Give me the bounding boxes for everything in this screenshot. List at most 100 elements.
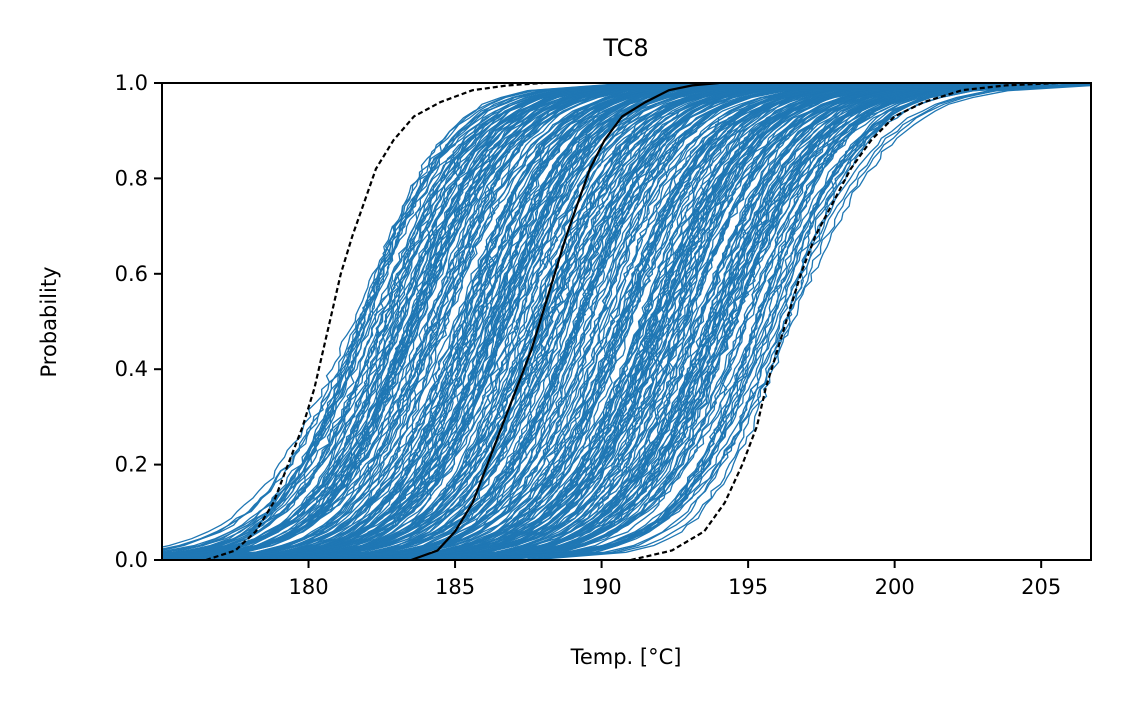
ensemble-curve [336, 83, 968, 560]
ensemble-curve [396, 83, 973, 560]
ensemble-curve [354, 83, 1002, 560]
ensemble-curve [347, 83, 890, 560]
ensemble-curve [441, 83, 1029, 560]
y-tick-label: 0.6 [115, 262, 148, 286]
ensemble-curve [527, 83, 1025, 560]
ensemble-curve [342, 83, 985, 560]
lower-bound-curve [205, 83, 544, 560]
chart-title: TC8 [602, 34, 648, 62]
y-tick-label: 0.8 [115, 166, 148, 190]
central-curve [410, 83, 719, 560]
x-tick-label: 190 [582, 575, 622, 599]
ensemble-curve [162, 83, 695, 557]
ensemble-curve [162, 83, 734, 556]
ensemble-curve [375, 83, 1011, 560]
ensemble-curve [260, 83, 824, 560]
ensemble-curve [165, 83, 701, 560]
ensemble-curve [317, 83, 919, 560]
ensemble-curve [162, 83, 728, 557]
ensemble-curve [396, 83, 1001, 560]
ensemble-curve [256, 83, 793, 560]
ensemble-curve [192, 83, 807, 560]
ensemble-curve [333, 83, 913, 560]
y-tick-label: 0.4 [115, 357, 148, 381]
ensemble-curve [404, 83, 952, 560]
upper-bound-curve [630, 83, 1056, 560]
ensemble-curve [219, 83, 761, 560]
ensemble-curve [408, 83, 1025, 560]
x-tick-label: 195 [728, 575, 768, 599]
ensemble-curve [217, 83, 782, 560]
ensemble-curve [162, 83, 650, 558]
ensemble-curve [341, 83, 979, 560]
ensemble-curve [402, 83, 907, 560]
ensemble-curve [202, 83, 764, 560]
ensemble-curve [412, 83, 1027, 560]
ensemble-curve [162, 83, 703, 554]
ensemble-curve [182, 83, 694, 560]
ensemble-curve [162, 83, 656, 559]
x-tick-label: 205 [1021, 575, 1061, 599]
ensemble-curves [162, 83, 1091, 560]
ensemble-curve [180, 83, 811, 560]
ensemble-curve [267, 83, 770, 560]
ensemble-curve [277, 83, 787, 560]
y-tick-label: 1.0 [115, 71, 148, 95]
ensemble-curve [409, 83, 967, 560]
ensemble-curve [474, 84, 1091, 560]
x-tick-label: 185 [435, 575, 475, 599]
ensemble-curve [162, 83, 705, 556]
ensemble-curve [361, 83, 887, 560]
ensemble-curve [209, 83, 765, 560]
ensemble-curve [371, 83, 914, 560]
ensemble-curve [162, 83, 649, 556]
ensemble-curve [489, 83, 1050, 560]
ensemble-curve [429, 83, 984, 560]
ensemble-curve [165, 83, 712, 560]
ensemble-curve [414, 83, 1011, 560]
ensemble-curve [199, 83, 814, 560]
ensemble-curve [329, 83, 870, 560]
x-axis: 180 185 190 195 200 205 [288, 560, 1061, 599]
x-tick-label: 180 [288, 575, 328, 599]
ensemble-curve [431, 83, 1024, 560]
ensemble-curve [302, 83, 853, 560]
ensemble-curve [171, 83, 797, 560]
ensemble-curve [162, 83, 640, 555]
ensemble-curve [256, 83, 908, 560]
ensemble-curve [353, 83, 851, 560]
ensemble-curve [320, 83, 841, 560]
y-tick-label: 0.2 [115, 453, 148, 477]
ensemble-curve [314, 83, 911, 560]
ensemble-curve [162, 83, 704, 555]
y-tick-label: 0.0 [115, 548, 148, 572]
ensemble-curve [162, 83, 674, 552]
ensemble-curve [416, 83, 941, 560]
ensemble-curve [229, 83, 754, 560]
y-axis-title: Probability [37, 266, 61, 377]
ensemble-curve [172, 83, 757, 560]
ensemble-curve [426, 83, 975, 560]
ensemble-curve [436, 83, 967, 560]
ensemble-curve [253, 83, 749, 560]
ensemble-curve [272, 83, 859, 560]
ensemble-curve [210, 83, 805, 560]
plot-area [162, 83, 1091, 560]
x-tick-label: 200 [875, 575, 915, 599]
ensemble-curve [162, 83, 620, 556]
ensemble-curve [511, 83, 1014, 560]
ensemble-curve [162, 83, 642, 558]
ensemble-curve [176, 83, 744, 560]
ensemble-curve [276, 83, 816, 560]
ensemble-curve [162, 83, 696, 553]
ensemble-curve [321, 83, 829, 560]
plot-frame [161, 82, 1092, 561]
ensemble-curve [345, 83, 970, 560]
x-axis-title: Temp. [°C] [570, 645, 682, 669]
ensemble-curve [162, 83, 712, 554]
ensemble-curve [277, 83, 811, 560]
ensemble-curve [289, 83, 902, 560]
ensemble-curve [455, 83, 975, 560]
